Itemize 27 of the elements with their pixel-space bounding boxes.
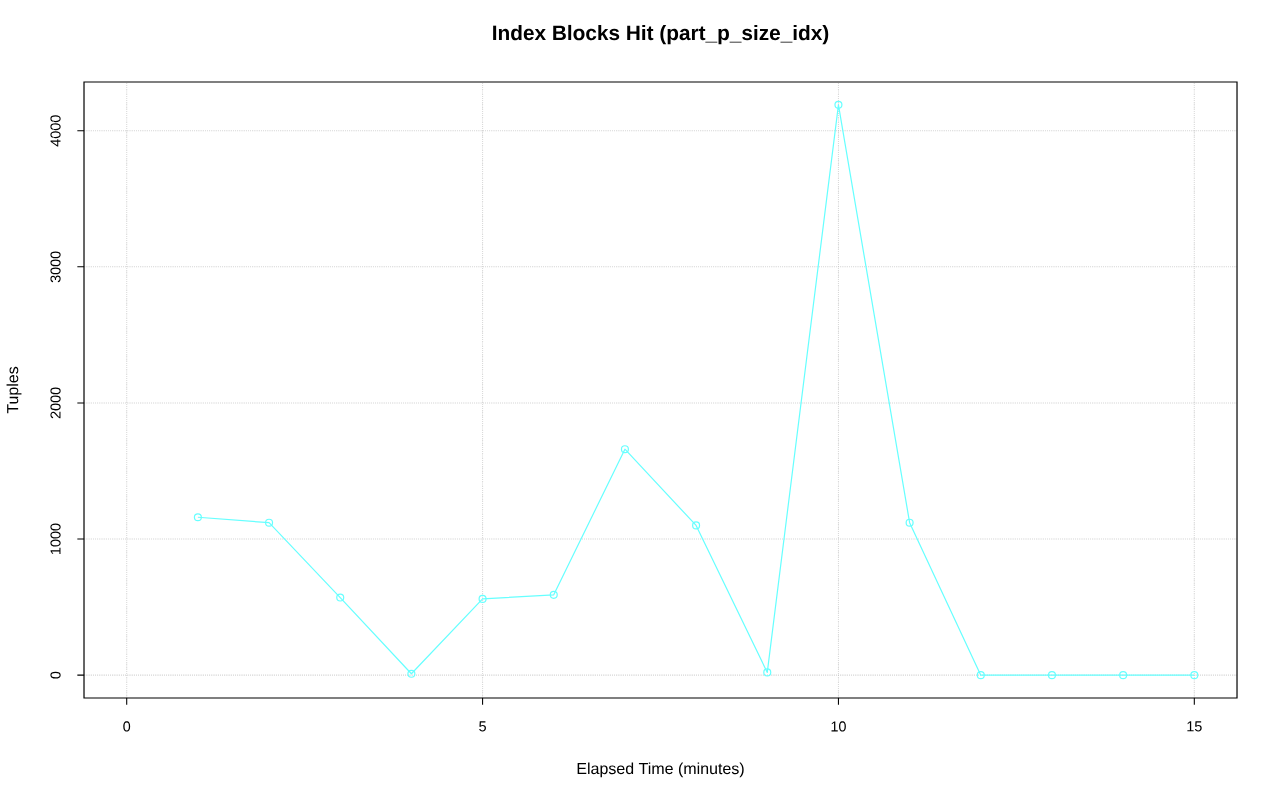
point bbox=[620, 445, 629, 454]
x-tick-label: 15 bbox=[1187, 721, 1202, 732]
point bbox=[834, 100, 843, 109]
point bbox=[264, 518, 274, 527]
point bbox=[193, 513, 202, 522]
point bbox=[478, 594, 487, 603]
point bbox=[1119, 671, 1128, 680]
point bbox=[976, 671, 985, 680]
y-tick-label: 1000 bbox=[50, 523, 61, 554]
point bbox=[336, 593, 345, 602]
x-tick-label: 5 bbox=[479, 721, 486, 732]
x-axis-title: Elapsed Time (minutes) bbox=[577, 762, 744, 778]
point bbox=[1047, 671, 1057, 680]
point bbox=[692, 521, 701, 530]
point bbox=[905, 518, 914, 527]
x-tick-label: 0 bbox=[123, 721, 131, 732]
point bbox=[763, 668, 772, 677]
x-tick-label: 10 bbox=[831, 721, 846, 732]
chart-title: Index Blocks Hit (part_p_size_idx) bbox=[493, 24, 829, 45]
point bbox=[549, 590, 558, 599]
y-tick-label: 0 bbox=[50, 671, 61, 679]
point bbox=[1190, 671, 1199, 680]
y-tick-label: 3000 bbox=[50, 251, 61, 283]
y-tick-label: 4000 bbox=[50, 115, 61, 147]
y-axis-title: Tuples bbox=[6, 366, 22, 414]
point bbox=[407, 669, 416, 678]
y-tick-label: 2000 bbox=[50, 387, 61, 419]
